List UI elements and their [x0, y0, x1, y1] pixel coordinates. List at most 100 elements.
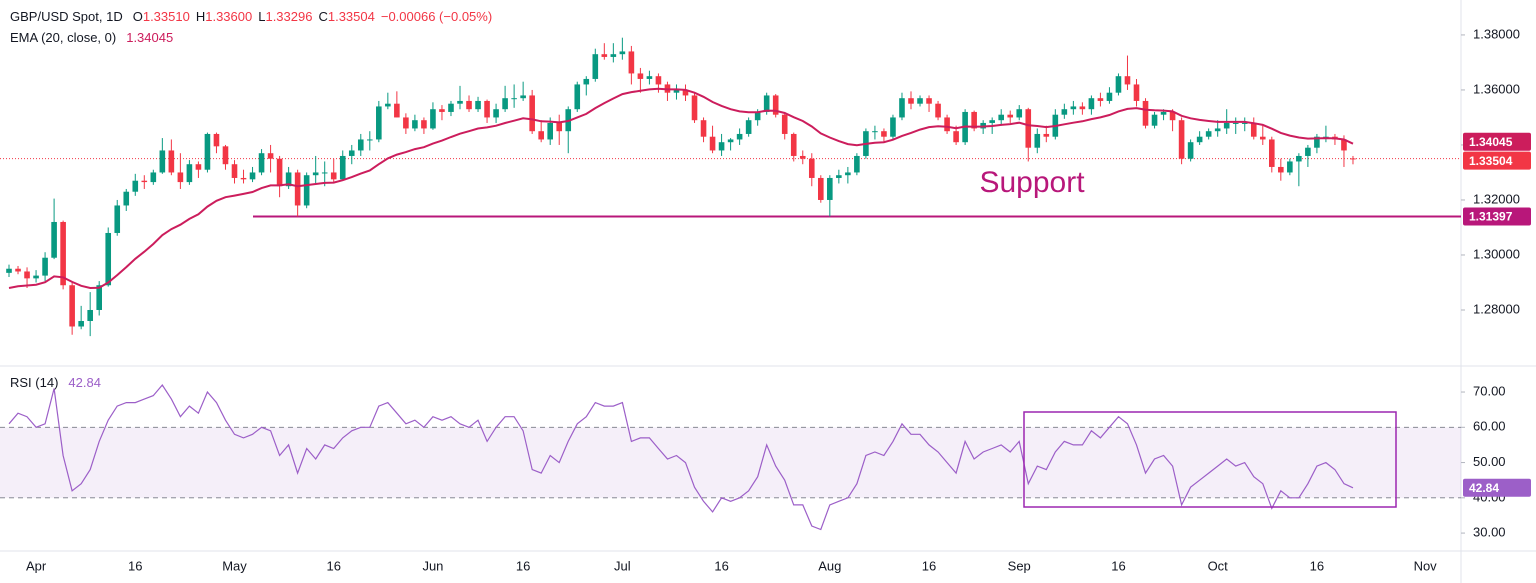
- ema-tag: 1.34045: [1469, 135, 1513, 149]
- close-tag: 1.33504: [1469, 154, 1513, 168]
- candle-body: [1278, 166, 1284, 173]
- candle-body: [1214, 128, 1221, 132]
- candle-body: [1043, 133, 1050, 137]
- candle-body: [1097, 98, 1104, 101]
- ema-value: 1.34045: [126, 30, 173, 45]
- candle-body: [195, 164, 202, 170]
- candle-body: [348, 150, 355, 156]
- candle-body: [430, 109, 436, 129]
- candle-body: [709, 136, 716, 151]
- candle-body: [385, 103, 391, 107]
- candle-body: [538, 131, 544, 140]
- ema-legend: EMA (20, close, 0) 1.34045: [10, 30, 173, 45]
- x-tick-label: Jun: [422, 558, 443, 573]
- candle-body: [790, 133, 797, 156]
- candle-body: [376, 106, 382, 140]
- candle-body: [1232, 122, 1239, 124]
- candle-body: [87, 309, 93, 321]
- candle-body: [168, 150, 175, 173]
- x-tick-label: Sep: [1008, 558, 1031, 573]
- rsi-band: [0, 427, 1461, 498]
- candle-body: [1305, 147, 1311, 156]
- candle-body: [394, 103, 400, 118]
- candle-body: [105, 232, 112, 286]
- candle-body: [466, 100, 472, 110]
- candle-body: [1079, 106, 1086, 110]
- candle-body: [150, 172, 157, 183]
- candle-body: [312, 172, 319, 176]
- x-tick-label: 16: [326, 558, 340, 573]
- candle-body: [583, 78, 590, 85]
- x-tick-label: Oct: [1208, 558, 1229, 573]
- y-tick-label: 1.30000: [1473, 246, 1520, 261]
- candle-body: [655, 76, 662, 85]
- candle-body: [51, 221, 57, 258]
- x-tick-label: 16: [1111, 558, 1125, 573]
- rsi-name: RSI (14): [10, 375, 58, 390]
- range-box: [1023, 411, 1397, 508]
- candle-body: [1034, 133, 1041, 148]
- candle-body: [736, 133, 743, 140]
- candle-body: [1061, 109, 1068, 115]
- candle-body: [628, 51, 635, 74]
- candle-body: [529, 95, 535, 132]
- y-tick-label: 1.38000: [1473, 26, 1520, 41]
- symbol-title: GBP/USD Spot, 1D: [10, 9, 123, 24]
- ohlc-value: 1.33600: [205, 9, 252, 24]
- candle-body: [1124, 76, 1131, 85]
- candle-body: [276, 158, 283, 187]
- candle-body: [1250, 122, 1257, 137]
- candle-body: [718, 142, 725, 151]
- candle-body: [294, 172, 301, 206]
- ohlc-value: 1.33504: [328, 9, 375, 24]
- candle-body: [457, 100, 463, 104]
- y-tick-label: 50.00: [1473, 454, 1506, 469]
- x-tick-label: Jul: [614, 558, 631, 573]
- y-tick-label: 60.00: [1473, 419, 1506, 434]
- candle-body: [1269, 139, 1275, 167]
- candle-body: [890, 117, 896, 137]
- candle-body: [1196, 136, 1203, 143]
- candle-body: [240, 177, 247, 180]
- candle-body: [321, 172, 328, 174]
- x-tick-label: Apr: [26, 558, 47, 573]
- ohlc-letter: H: [196, 9, 205, 24]
- candle-body: [475, 100, 481, 110]
- candle-body: [1296, 155, 1302, 162]
- candle-body: [763, 95, 770, 112]
- x-tick-label: 16: [1310, 558, 1324, 573]
- candle-body: [637, 73, 644, 79]
- plot-area: 1.280001.300001.320001.340001.360001.380…: [0, 26, 1531, 573]
- candle-body: [1142, 100, 1149, 126]
- candle-body: [204, 133, 211, 170]
- candle-body: [989, 120, 995, 123]
- support-label: Support: [979, 166, 1085, 199]
- candle-body: [845, 172, 851, 176]
- candle-body: [231, 164, 238, 178]
- candle-body: [935, 103, 941, 118]
- candle-body: [971, 111, 977, 129]
- candle-body: [799, 155, 806, 159]
- candle-body: [601, 54, 608, 57]
- candle-body: [881, 131, 887, 137]
- candle-body: [69, 285, 75, 327]
- candle-body: [1070, 106, 1077, 110]
- candle-body: [682, 89, 689, 96]
- candle-body: [1259, 136, 1266, 140]
- ohlc-letter: O: [133, 9, 143, 24]
- y-tick-label: 1.32000: [1473, 191, 1520, 206]
- candle-body: [1350, 158, 1356, 160]
- candle-body: [1151, 114, 1158, 126]
- candle-body: [421, 120, 427, 129]
- candle-body: [781, 114, 788, 134]
- candle-body: [772, 95, 779, 115]
- candle-body: [186, 164, 193, 183]
- candle-body: [511, 98, 517, 100]
- x-tick-label: May: [222, 558, 247, 573]
- candle-body: [222, 146, 229, 165]
- candle-body: [6, 268, 12, 273]
- rsi-tag-bg: [1463, 478, 1531, 497]
- candle-body: [330, 172, 337, 180]
- candle-body: [267, 153, 274, 159]
